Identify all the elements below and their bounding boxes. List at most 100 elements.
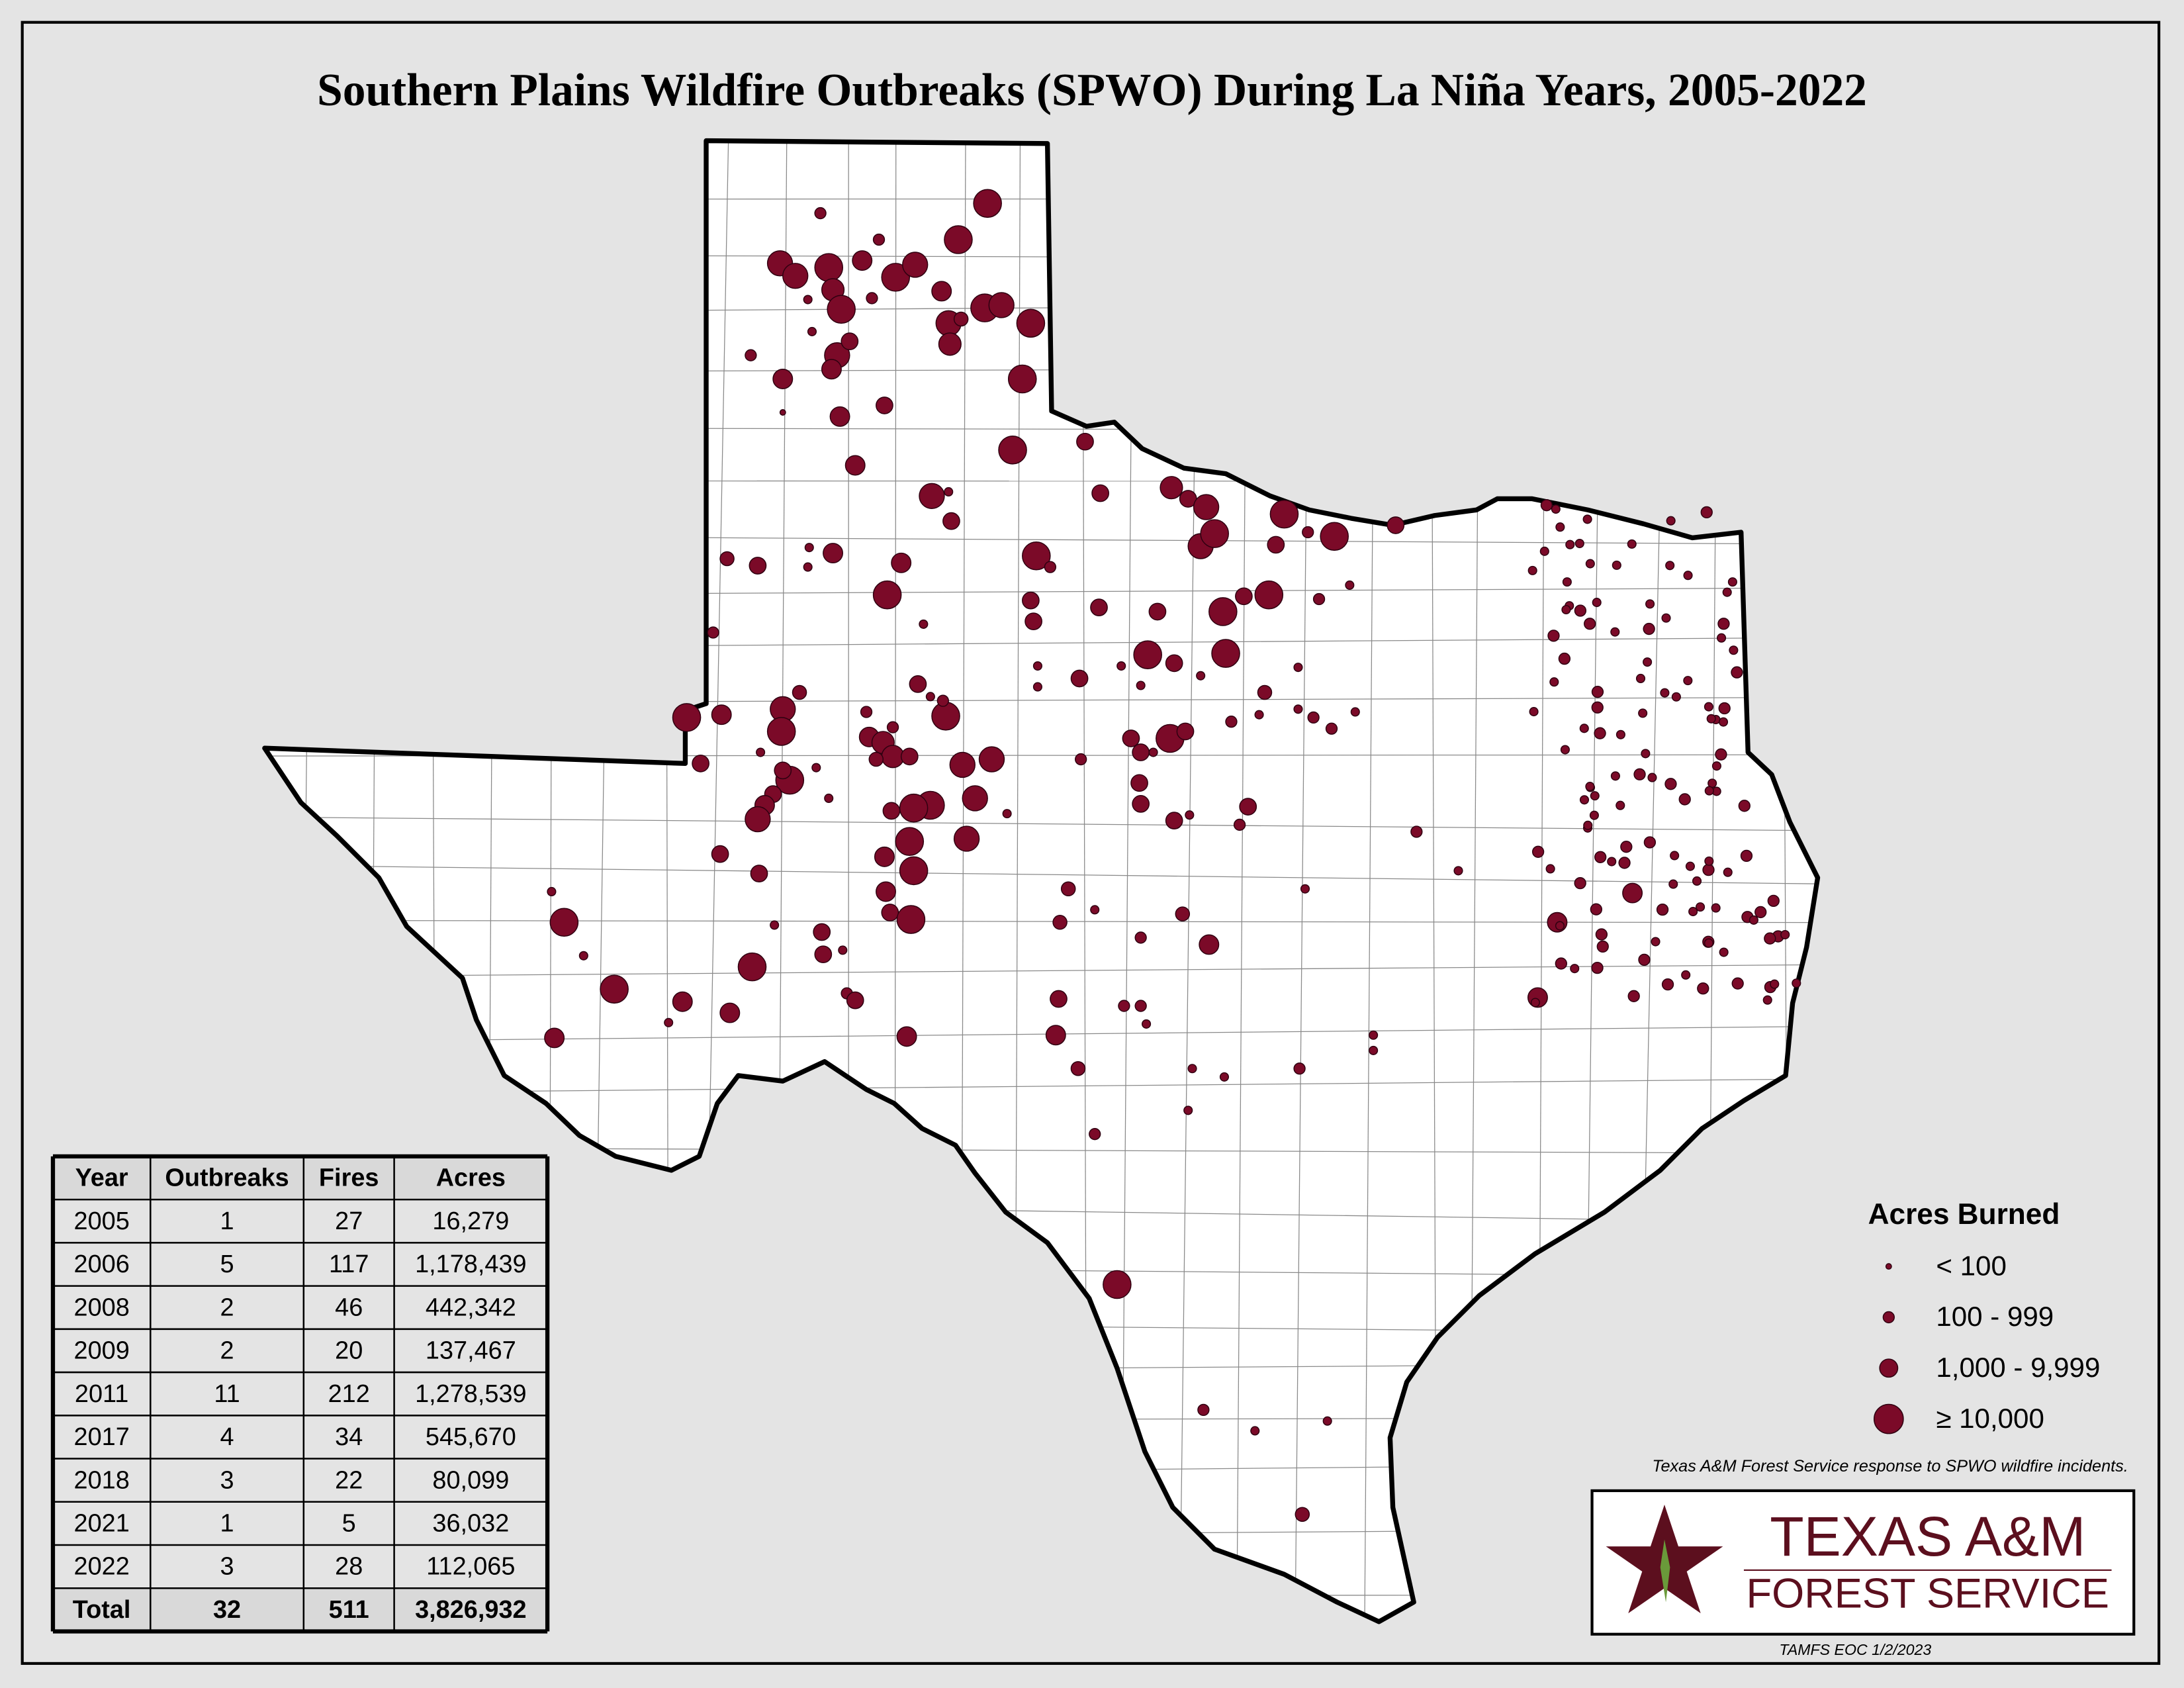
fire-point [1585, 782, 1595, 792]
table-cell: 2008 [74, 1293, 130, 1321]
fire-point [1574, 876, 1586, 890]
fire-point [882, 802, 901, 820]
fire-point [749, 557, 767, 575]
fire-point [1683, 571, 1693, 581]
fire-point [692, 754, 709, 773]
fire-point [578, 951, 588, 961]
fire-point [1661, 978, 1674, 991]
fire-point [756, 747, 766, 757]
fire-point [1754, 906, 1767, 919]
table-cell: 112,065 [426, 1553, 515, 1581]
fire-point [973, 189, 1002, 218]
fire-point [891, 552, 912, 573]
fire-point [872, 580, 902, 610]
fire-point [1665, 561, 1675, 571]
table-cell: 20 [335, 1337, 363, 1365]
table-cell: 1 [220, 1207, 234, 1235]
fire-point [1322, 1416, 1332, 1426]
table-cell: 28 [335, 1553, 363, 1581]
fire-point [1651, 937, 1661, 947]
fire-point [1545, 864, 1555, 874]
fire-point [1685, 861, 1695, 871]
county-line [264, 865, 1818, 885]
fire-point [1002, 809, 1012, 819]
fire-point [1193, 494, 1220, 520]
fire-point [1369, 1030, 1379, 1040]
fire-point [1661, 613, 1671, 623]
fire-point [1697, 982, 1709, 995]
fire-point [664, 1017, 674, 1027]
county-line [264, 1025, 1818, 1043]
table-cell: 2022 [74, 1553, 130, 1581]
fire-point [1076, 432, 1094, 451]
fire-point [962, 785, 988, 812]
fire-point [823, 543, 844, 564]
table-cell: 5 [342, 1510, 356, 1538]
fire-point [1187, 1064, 1197, 1074]
fire-point [1325, 722, 1338, 735]
fire-point [750, 865, 768, 882]
table-cell: 212 [328, 1380, 370, 1408]
fire-point [1527, 565, 1537, 575]
fire-point [547, 886, 557, 897]
fire-point [1132, 795, 1150, 813]
fire-point [1615, 729, 1625, 739]
fire-point [1547, 630, 1560, 642]
table-row-bg [52, 1588, 548, 1632]
fire-point [1090, 905, 1100, 915]
fire-point [1590, 791, 1600, 801]
fire-point [1369, 1045, 1379, 1055]
fire-point [852, 250, 873, 271]
fire-point [792, 684, 807, 700]
legend-symbol [1879, 1358, 1899, 1378]
table-cell: 2009 [74, 1337, 130, 1365]
table-row-bg [52, 1156, 548, 1200]
fire-point [876, 397, 893, 414]
table-cell: 36,032 [432, 1510, 509, 1538]
fire-point [803, 562, 813, 572]
fire-point [1555, 522, 1565, 532]
fire-point [978, 746, 1005, 773]
fire-point [886, 721, 899, 733]
fire-point [1090, 598, 1108, 617]
fire-point [1176, 722, 1195, 741]
fire-point [1688, 907, 1698, 917]
legend-label: ≥ 10,000 [1936, 1403, 2044, 1434]
table-cell: 3 [220, 1466, 234, 1494]
county-line [264, 816, 1818, 831]
fire-point [1731, 666, 1743, 679]
fire-point [707, 626, 719, 639]
fire-point [1118, 1000, 1130, 1012]
fire-point [1565, 539, 1575, 549]
fire-point [949, 751, 976, 778]
table-cell: 545,670 [426, 1423, 516, 1451]
fire-point [1607, 857, 1617, 867]
fire-point [821, 359, 842, 380]
fire-point [1320, 522, 1349, 551]
fire-point [804, 543, 814, 553]
fire-point [1638, 953, 1651, 966]
fire-point [1007, 364, 1037, 394]
table-header-cell: Year [75, 1164, 128, 1192]
fire-point [1185, 810, 1195, 820]
fire-point [1211, 639, 1240, 668]
fire-point [1719, 947, 1729, 957]
fire-point [896, 1026, 917, 1047]
fire-point [1635, 673, 1646, 684]
fire-point [899, 856, 929, 886]
fire-point [1664, 778, 1677, 790]
fire-point [1579, 724, 1589, 733]
fire-point [1717, 633, 1727, 643]
fire-point [998, 436, 1027, 465]
fire-point [814, 207, 827, 220]
fire-point [1387, 516, 1405, 534]
fire-point [1780, 929, 1790, 940]
fire-point [1302, 526, 1314, 539]
fire-point [803, 295, 813, 305]
fire-point [1233, 818, 1246, 831]
county-line [264, 919, 1818, 923]
table-cell: 2011 [75, 1380, 128, 1408]
fire-point [1704, 702, 1713, 712]
fire-point [1591, 961, 1604, 974]
fire-point [1740, 849, 1753, 863]
